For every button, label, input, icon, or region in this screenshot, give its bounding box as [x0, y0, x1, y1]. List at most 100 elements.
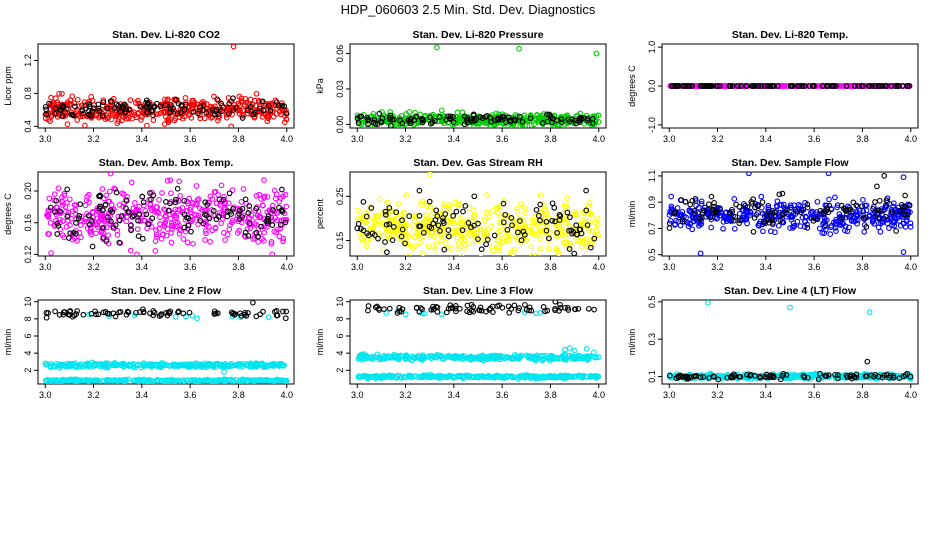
data-point: [59, 104, 66, 111]
data-point: [367, 235, 373, 242]
data-point: [220, 229, 227, 236]
data-point: [226, 190, 233, 197]
data-point: [697, 83, 704, 89]
data-point: [201, 115, 208, 122]
data-point: [256, 99, 263, 105]
data-point: [769, 207, 776, 214]
data-point: [883, 197, 890, 204]
x-tick-label: 3.2: [399, 390, 412, 400]
y-tick-label: 0.3: [647, 333, 657, 346]
data-point: [84, 377, 91, 384]
data-point: [490, 247, 496, 254]
data-point: [59, 232, 66, 238]
data-point: [395, 201, 402, 207]
data-point: [736, 210, 743, 217]
y-tick-label: 10: [335, 297, 345, 307]
data-point: [866, 83, 872, 89]
x-tick-label: 4.0: [592, 390, 605, 400]
data-point: [245, 232, 252, 239]
data-point: [765, 216, 772, 222]
data-point: [355, 373, 362, 380]
data-point: [211, 111, 218, 118]
data-point: [396, 220, 402, 227]
data-point: [816, 225, 823, 232]
plot-frame: [349, 43, 607, 129]
chart-panel-5: Stan. Dev. Gas Stream RH3.0 3.2 3.4 3.6 3.8 4…: [315, 157, 607, 272]
data-point: [371, 117, 378, 123]
data-point: [76, 362, 83, 368]
data-point: [171, 212, 178, 219]
data-point: [94, 221, 101, 228]
data-point: [357, 355, 364, 361]
data-point: [200, 98, 206, 105]
data-point: [738, 83, 744, 89]
data-point: [558, 113, 564, 120]
data-point: [230, 206, 237, 212]
data-point: [108, 108, 115, 115]
data-point: [695, 204, 702, 211]
data-point: [110, 377, 116, 384]
data-point: [134, 377, 141, 384]
data-point: [571, 347, 578, 354]
data-point: [589, 228, 595, 235]
data-point: [86, 221, 93, 228]
data-point: [450, 213, 457, 219]
x-tick-label: 3.0: [663, 134, 676, 144]
data-point: [527, 112, 534, 118]
x-tick-label: 3.2: [87, 262, 100, 272]
data-point: [419, 198, 426, 205]
data-point: [567, 214, 573, 221]
data-point: [195, 110, 201, 117]
data-point: [183, 99, 189, 106]
x-tick-label: 3.4: [448, 262, 461, 272]
data-point: [43, 106, 49, 113]
x-tick-label: 3.0: [39, 390, 52, 400]
data-point: [571, 250, 578, 256]
data-point: [711, 200, 717, 206]
data-point: [900, 174, 907, 181]
data-point: [215, 117, 221, 124]
data-point: [731, 225, 738, 232]
data-point: [355, 221, 362, 227]
series-primary: [667, 300, 914, 383]
data-point: [701, 83, 708, 89]
data-point: [583, 207, 590, 214]
data-point: [452, 199, 459, 206]
data-point: [675, 83, 682, 89]
data-point: [387, 354, 394, 361]
data-point: [265, 377, 272, 383]
data-point: [376, 373, 382, 380]
data-point: [453, 208, 460, 215]
data-point: [877, 228, 884, 235]
data-point: [238, 95, 245, 102]
data-point: [89, 243, 96, 250]
data-point: [534, 253, 541, 256]
data-point: [752, 204, 758, 211]
data-point: [572, 306, 578, 312]
data-point: [211, 93, 217, 100]
data-point: [271, 187, 278, 194]
data-point: [283, 110, 290, 117]
data-point: [682, 83, 689, 89]
data-point: [556, 308, 562, 314]
data-point: [96, 108, 103, 114]
data-point: [162, 207, 169, 213]
data-point: [52, 111, 58, 117]
data-point: [566, 345, 573, 351]
data-point: [595, 112, 602, 119]
data-point: [193, 183, 200, 189]
data-point: [417, 223, 424, 230]
data-point: [453, 308, 459, 315]
data-point: [906, 202, 913, 208]
data-point: [562, 239, 569, 245]
data-point: [152, 248, 159, 254]
series-secondary: [668, 83, 913, 89]
data-point: [148, 224, 155, 230]
data-point: [595, 354, 602, 360]
data-point: [563, 203, 570, 210]
data-point: [776, 201, 783, 208]
data-point: [859, 203, 865, 209]
data-point: [399, 306, 406, 313]
x-tick-label: 3.4: [448, 134, 461, 144]
